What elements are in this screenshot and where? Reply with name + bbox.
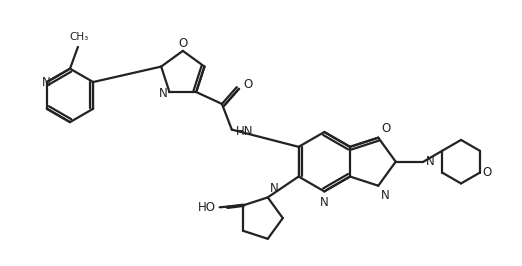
- Text: N: N: [159, 86, 168, 99]
- Text: HO: HO: [198, 201, 216, 214]
- Text: O: O: [244, 78, 253, 91]
- Text: O: O: [483, 166, 492, 179]
- Text: O: O: [178, 37, 187, 50]
- Text: N: N: [270, 182, 278, 196]
- Text: N: N: [425, 155, 434, 168]
- Text: N: N: [42, 76, 50, 89]
- Text: CH₃: CH₃: [69, 32, 89, 42]
- Text: N: N: [381, 189, 390, 202]
- Text: O: O: [381, 122, 390, 135]
- Text: N: N: [320, 196, 329, 209]
- Text: HN: HN: [236, 125, 254, 138]
